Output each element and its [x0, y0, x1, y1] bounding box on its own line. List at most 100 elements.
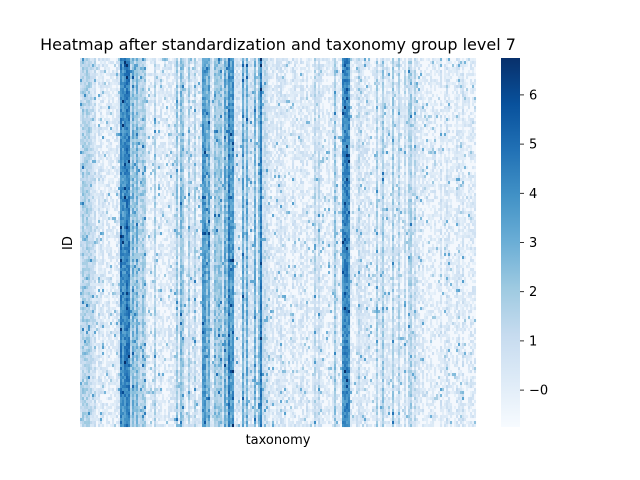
- heatmap-cell: [178, 82, 180, 85]
- heatmap-cell: [402, 133, 404, 136]
- heatmap-cell: [336, 91, 338, 94]
- heatmap-cell: [108, 73, 110, 76]
- heatmap-cell: [218, 112, 220, 115]
- heatmap-cell: [392, 133, 394, 136]
- heatmap-cell: [180, 124, 182, 127]
- heatmap-cell: [114, 64, 116, 67]
- heatmap-cell: [364, 94, 366, 97]
- heatmap-cell: [138, 100, 140, 103]
- heatmap-cell: [462, 94, 464, 97]
- heatmap-cell: [262, 124, 264, 127]
- heatmap-cell: [436, 94, 438, 97]
- heatmap-cell: [404, 142, 406, 145]
- heatmap-cell: [216, 127, 218, 130]
- heatmap-cell: [360, 124, 362, 127]
- heatmap-cell: [210, 82, 212, 85]
- heatmap-cell: [220, 88, 222, 91]
- heatmap-cell: [242, 91, 244, 94]
- heatmap-cell: [92, 124, 94, 127]
- heatmap-cell: [244, 79, 246, 82]
- heatmap-cell: [440, 82, 442, 85]
- heatmap-cell: [226, 133, 228, 136]
- heatmap-cell: [168, 100, 170, 103]
- heatmap-cell: [264, 64, 266, 67]
- heatmap-cell: [336, 73, 338, 76]
- heatmap-cell: [196, 61, 198, 64]
- heatmap-cell: [328, 64, 330, 67]
- heatmap-cell: [242, 97, 244, 100]
- heatmap-cell: [216, 79, 218, 82]
- heatmap-cell: [460, 145, 462, 148]
- heatmap-cell: [410, 97, 412, 100]
- heatmap-cell: [260, 103, 262, 106]
- heatmap-cell: [282, 76, 284, 79]
- heatmap-cell: [244, 136, 246, 139]
- heatmap-cell: [230, 100, 232, 103]
- heatmap-cell: [220, 64, 222, 67]
- heatmap-cell: [224, 136, 226, 139]
- heatmap-cell: [364, 64, 366, 67]
- heatmap-cell: [434, 139, 436, 142]
- heatmap-cell: [226, 85, 228, 88]
- heatmap-cell: [386, 88, 388, 91]
- heatmap-cell: [372, 91, 374, 94]
- heatmap-cell: [382, 73, 384, 76]
- heatmap-cell: [348, 79, 350, 82]
- heatmap-cell: [142, 127, 144, 130]
- heatmap-cell: [300, 58, 302, 61]
- heatmap-cell: [286, 118, 288, 121]
- heatmap-cell: [432, 94, 434, 97]
- heatmap-cell: [426, 121, 428, 124]
- heatmap-cell: [92, 70, 94, 73]
- heatmap-cell: [252, 103, 254, 106]
- heatmap-cell: [318, 88, 320, 91]
- heatmap-cell: [424, 145, 426, 148]
- heatmap-cell: [188, 64, 190, 67]
- heatmap-cell: [154, 97, 156, 100]
- heatmap-cell: [328, 91, 330, 94]
- heatmap-cell: [342, 106, 344, 109]
- heatmap-cell: [212, 61, 214, 64]
- heatmap-cell: [92, 121, 94, 124]
- heatmap-cell: [410, 58, 412, 61]
- heatmap-cell: [264, 76, 266, 79]
- heatmap-cell: [188, 70, 190, 73]
- heatmap-cell: [316, 106, 318, 109]
- heatmap-cell: [384, 106, 386, 109]
- heatmap-cell: [274, 106, 276, 109]
- heatmap-cell: [280, 88, 282, 91]
- heatmap-cell: [86, 151, 88, 154]
- heatmap-cell: [230, 103, 232, 106]
- heatmap-cell: [396, 61, 398, 64]
- heatmap-cell: [270, 58, 272, 61]
- heatmap-cell: [384, 103, 386, 106]
- heatmap-cell: [392, 100, 394, 103]
- heatmap-cell: [326, 145, 328, 148]
- heatmap-cell: [434, 118, 436, 121]
- heatmap-cell: [142, 115, 144, 118]
- heatmap-cell: [208, 139, 210, 142]
- heatmap-cell: [118, 148, 120, 151]
- heatmap-cell: [180, 151, 182, 154]
- heatmap-cell: [94, 139, 96, 142]
- heatmap-cell: [224, 88, 226, 91]
- heatmap-cell: [180, 142, 182, 145]
- heatmap-cell: [350, 79, 352, 82]
- heatmap-cell: [466, 91, 468, 94]
- heatmap-cell: [342, 61, 344, 64]
- heatmap-cell: [180, 94, 182, 97]
- heatmap-cell: [438, 67, 440, 70]
- heatmap-cell: [314, 151, 316, 154]
- heatmap-cell: [278, 148, 280, 151]
- heatmap-cell: [410, 64, 412, 67]
- heatmap-cell: [234, 58, 236, 61]
- heatmap-cell: [314, 70, 316, 73]
- heatmap-cell: [322, 91, 324, 94]
- heatmap-cell: [174, 58, 176, 61]
- heatmap-cell: [116, 115, 118, 118]
- heatmap-cell: [112, 130, 114, 133]
- heatmap-cell: [268, 103, 270, 106]
- heatmap-cell: [422, 106, 424, 109]
- heatmap-cell: [280, 121, 282, 124]
- heatmap-cell: [416, 64, 418, 67]
